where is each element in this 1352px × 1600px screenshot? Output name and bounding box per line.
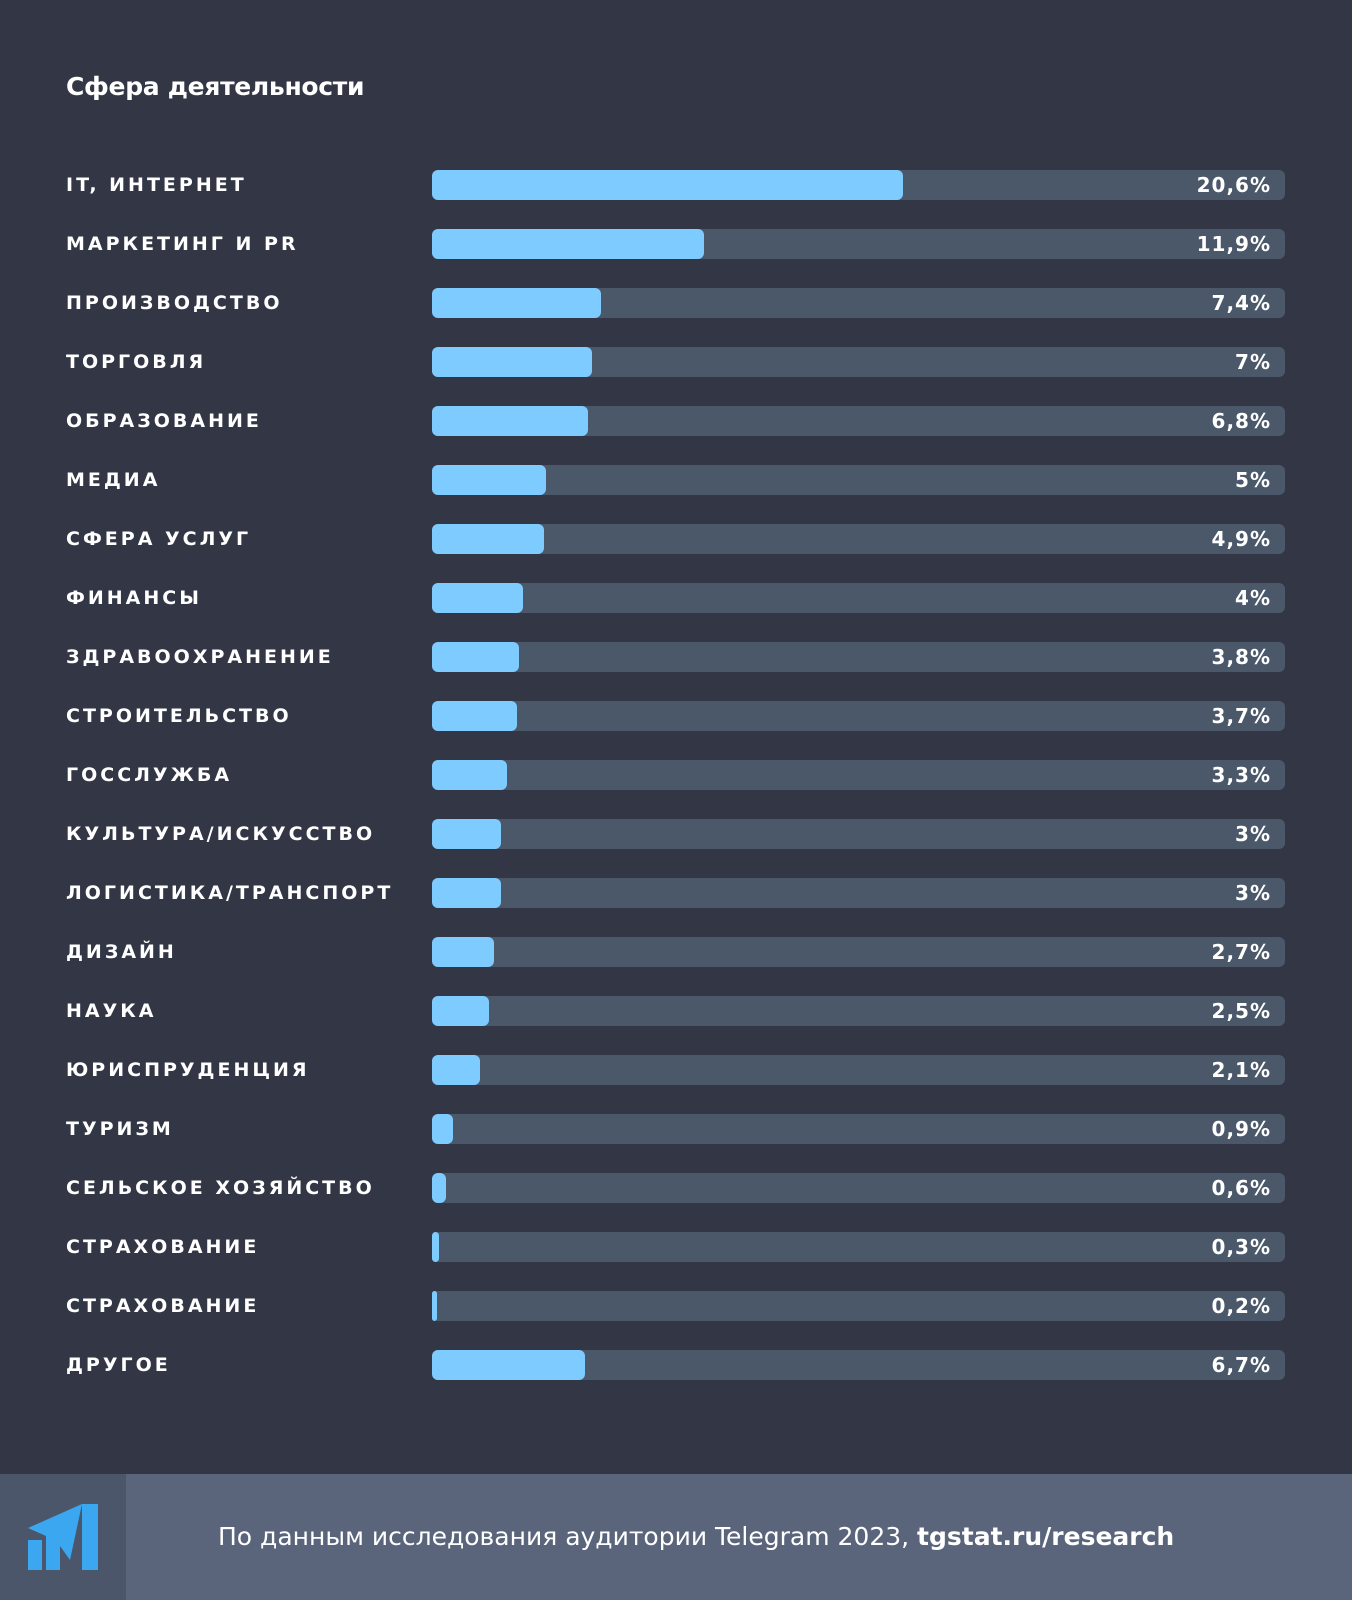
value-label: 2,5% [1211,999,1271,1023]
bar-track: 2,7% [432,937,1285,967]
bar [432,1232,439,1262]
category-label: Юриспруденция [66,1059,310,1081]
bar-track: 4,9% [432,524,1285,554]
category-label: Наука [66,1000,157,1022]
value-label: 11,9% [1196,232,1271,256]
bar-track: 2,5% [432,996,1285,1026]
bar [432,1291,437,1321]
category-label: Другое [66,1354,171,1376]
category-label: Страхование [66,1236,260,1258]
bar-track: 7,4% [432,288,1285,318]
bar-track: 3% [432,819,1285,849]
bar [432,288,602,318]
category-label: Маркетинг и PR [66,233,299,255]
bar-track: 4% [432,583,1285,613]
footer-caption: По данным исследования аудитории Telegra… [218,1474,1174,1600]
category-label: Сельское хозяйство [66,1177,375,1199]
value-label: 4% [1235,586,1271,610]
bar [432,583,524,613]
value-label: 4,9% [1211,527,1271,551]
bar [432,524,545,554]
bar [432,465,547,495]
footer-logo-box [0,1474,126,1600]
bar-track: 20,6% [432,170,1285,200]
value-label: 5% [1235,468,1271,492]
bar [432,701,517,731]
bar [432,229,705,259]
category-label: Торговля [66,351,207,373]
category-label: Медиа [66,469,161,491]
bar [432,1173,446,1203]
bar [432,406,588,436]
footer: По данным исследования аудитории Telegra… [0,1474,1352,1600]
bar-track: 3,8% [432,642,1285,672]
bar-track: 0,2% [432,1291,1285,1321]
value-label: 2,1% [1211,1058,1271,1082]
bar [432,1055,481,1085]
bar-track: 3,7% [432,701,1285,731]
category-label: Госслужба [66,764,233,786]
value-label: 6,8% [1211,409,1271,433]
category-label: Дизайн [66,941,177,963]
bar [432,819,501,849]
value-label: 0,9% [1211,1117,1271,1141]
category-label: Культура/искусство [66,823,376,845]
footer-research-link[interactable]: tgstat.ru/research [917,1522,1175,1551]
bar [432,170,904,200]
category-label: Туризм [66,1118,174,1140]
bar-track: 0,6% [432,1173,1285,1203]
bar-track: 2,1% [432,1055,1285,1085]
bar [432,1114,453,1144]
value-label: 0,6% [1211,1176,1271,1200]
category-label: IT, интернет [66,174,247,196]
category-label: Строительство [66,705,292,727]
bar-track: 6,7% [432,1350,1285,1380]
value-label: 0,3% [1211,1235,1271,1259]
bar-track: 3,3% [432,760,1285,790]
bar-track: 7% [432,347,1285,377]
bar-track: 3% [432,878,1285,908]
value-label: 3% [1235,881,1271,905]
bar-track: 6,8% [432,406,1285,436]
value-label: 0,2% [1211,1294,1271,1318]
bar-chart: IT, интернет 20,6% Маркетинг и PR 11,9% Прои… [66,170,1285,1380]
value-label: 3,8% [1211,645,1271,669]
bar [432,1350,586,1380]
bar-track: 0,9% [432,1114,1285,1144]
category-label: Логистика/транспорт [66,882,394,904]
value-label: 20,6% [1196,173,1271,197]
category-label: Страхование [66,1295,260,1317]
bar [432,760,508,790]
category-label: Производство [66,292,283,314]
bar-track: 0,3% [432,1232,1285,1262]
category-label: Финансы [66,587,202,609]
bar [432,937,494,967]
value-label: 2,7% [1211,940,1271,964]
bar [432,878,501,908]
tgstat-logo-icon [28,1504,98,1570]
value-label: 3% [1235,822,1271,846]
bar [432,642,519,672]
category-label: Сфера услуг [66,528,252,550]
bar [432,347,593,377]
value-label: 6,7% [1211,1353,1271,1377]
footer-source-text: По данным исследования аудитории Telegra… [218,1522,918,1551]
value-label: 3,7% [1211,704,1271,728]
category-label: Образование [66,410,262,432]
bar-track: 11,9% [432,229,1285,259]
bar [432,996,490,1026]
value-label: 7% [1235,350,1271,374]
value-label: 7,4% [1211,291,1271,315]
chart-title: Сфера деятельности [66,72,365,101]
value-label: 3,3% [1211,763,1271,787]
bar-track: 5% [432,465,1285,495]
category-label: Здравоохранение [66,646,334,668]
